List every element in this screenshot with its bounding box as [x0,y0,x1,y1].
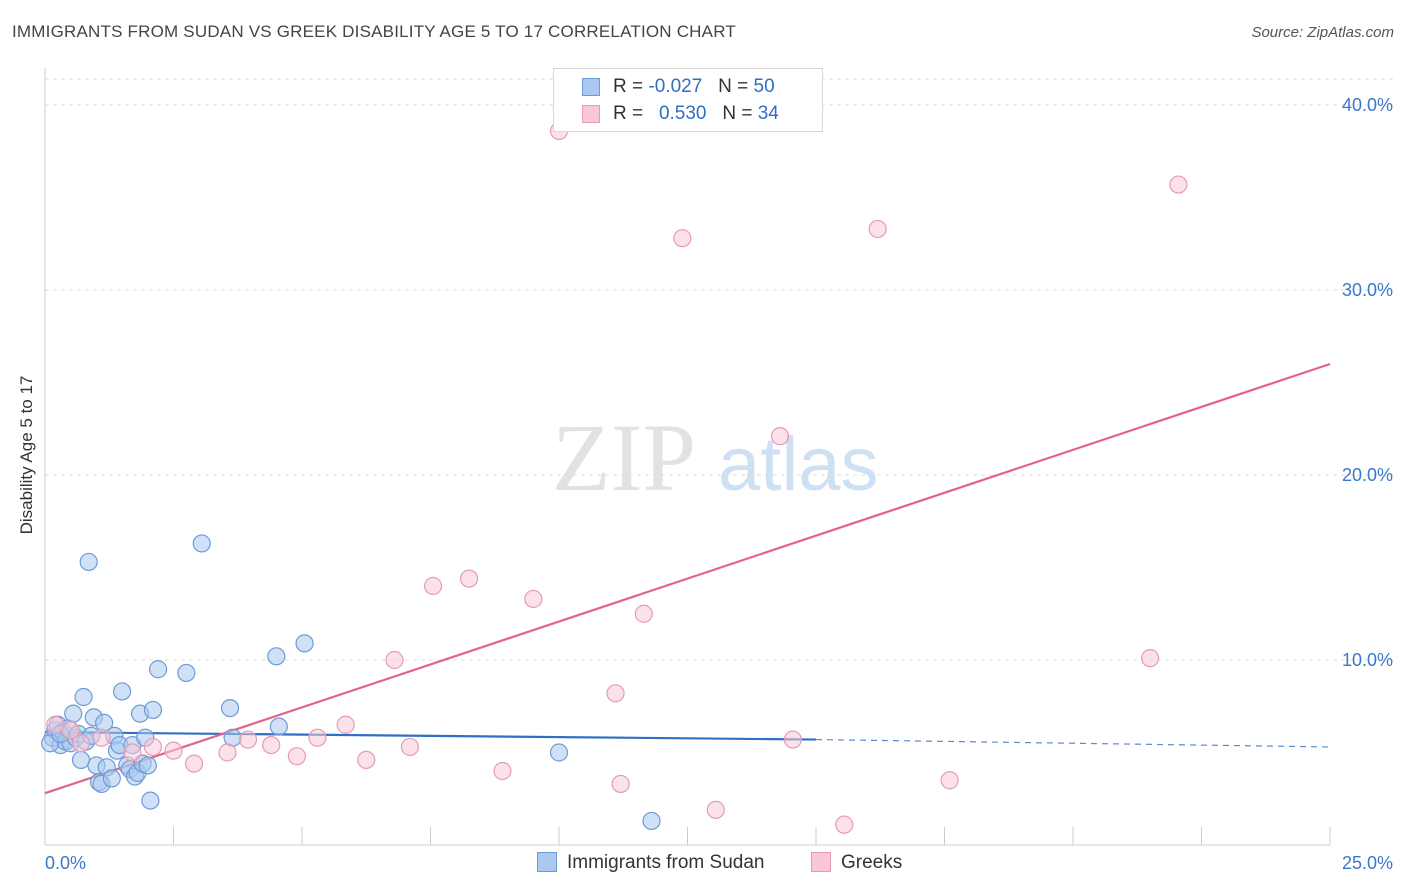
sudan-point [141,791,160,810]
greek-point [308,728,327,747]
greek-point [92,728,111,747]
greek-point [287,747,306,766]
sudan-point [267,647,286,666]
legend-r-label: R = [613,76,644,97]
sudan-point [79,552,98,572]
greek-point [336,715,355,734]
greek-point [61,721,80,740]
greek-point [218,743,237,762]
sudan-point [143,700,163,720]
sudan-point [220,698,240,718]
sudan-point [138,756,157,775]
greek-point [835,815,854,834]
sudan-point [102,769,121,788]
legend-n-label: N = [718,76,749,97]
gridlines [45,78,1395,661]
greek-point [770,427,790,446]
greek-point [71,734,91,753]
y-tick-label: 30.0% [1342,280,1393,300]
bottom-legend-label-greeks: Greeks [841,852,903,873]
sudan-point [71,750,91,770]
greek-point [262,735,281,755]
watermark-zip: ZIP [552,404,696,511]
sudan-point [295,634,314,653]
greek-point [1169,175,1188,194]
y-tick-label: 20.0% [1342,465,1393,485]
greek-point [493,761,512,781]
greek-point [164,741,183,760]
legend-n-value: 50 [753,76,775,97]
legend-n-value: 34 [757,103,779,124]
greek-point [46,715,65,734]
bottom-legend-swatch-greeks [811,852,831,872]
bottom-legend-sudan: Immigrants from Sudan [537,852,764,874]
greek-point [357,750,376,770]
source-label: Source: ZipAtlas.com [1251,24,1394,41]
trend-line-sudan-extension [815,738,1331,748]
greek-point [238,730,258,749]
data-points [41,121,1188,834]
chart-title: IMMIGRANTS FROM SUDAN VS GREEK DISABILIT… [12,22,736,41]
greek-point [400,737,420,757]
greek-point [143,737,163,757]
sudan-point [74,687,93,707]
x-tick-label-max: 25.0% [1342,853,1393,873]
legend-r-label: R = [613,103,644,124]
legend-r-value: 0.530 [658,103,707,124]
y-tick-label: 40.0% [1342,95,1393,115]
greek-point [783,730,802,749]
greek-point [123,743,142,762]
greek-point [611,774,630,794]
greek-point [868,219,887,239]
tick-labels: 10.0% 20.0% 30.0% 40.0% 0.0% 25.0% [45,95,1393,873]
greek-point [524,589,543,609]
sudan-point [642,811,661,831]
sudan-point [549,743,569,762]
sudan-point [148,660,168,679]
bottom-legend-greeks: Greeks [811,852,902,874]
greek-point [184,754,204,773]
greek-point [606,684,625,703]
bottom-legend-swatch-sudan [537,852,557,872]
greek-point [1140,649,1160,668]
sudan-point [269,717,288,736]
sudan-point [192,534,211,553]
x-tick-label-min: 0.0% [45,853,86,873]
greek-point [706,800,725,819]
axes [44,68,1331,846]
greek-point [673,229,692,248]
trend-line-greeks [44,362,1331,795]
legend-swatch-greeks [582,105,600,123]
legend-swatch-sudan [582,78,600,96]
greek-point [423,576,443,596]
greek-point [459,569,479,588]
legend-n-label: N = [722,103,753,124]
sudan-point [112,682,132,701]
bottom-legend-label-sudan: Immigrants from Sudan [567,852,765,873]
greek-point [385,650,404,670]
correlation-legend: R = -0.027 N = 50 R = 0.530 N = 34 [553,68,823,132]
greek-point [634,604,653,623]
watermark-atlas: atlas [718,422,879,507]
y-tick-label: 10.0% [1342,650,1393,670]
trend-lines [44,362,1331,795]
legend-r-value: -0.027 [648,76,703,97]
trend-line-sudan [44,731,817,741]
sudan-point [177,663,196,683]
sudan-point [64,704,83,723]
greek-point [940,771,959,790]
zipatlas-watermark: ZIP atlas [552,404,879,511]
